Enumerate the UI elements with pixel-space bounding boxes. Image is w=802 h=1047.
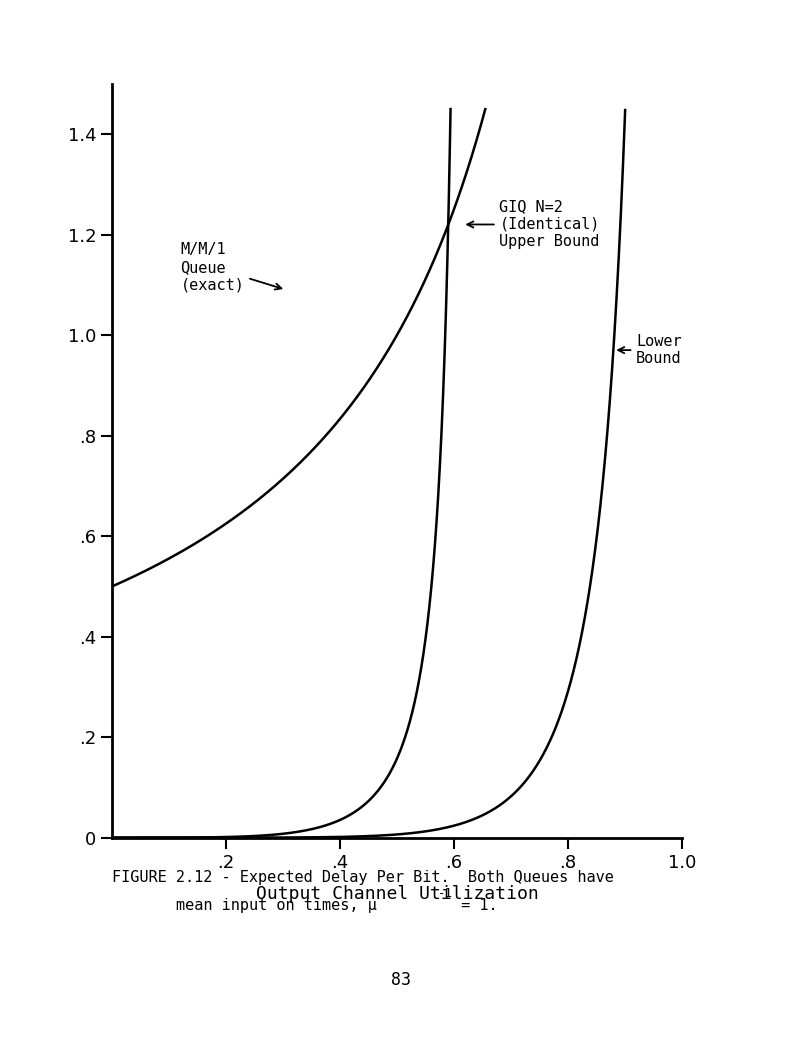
Text: FIGURE 2.12 - Expected Delay Per Bit.  Both Queues have: FIGURE 2.12 - Expected Delay Per Bit. Bo… <box>112 870 614 885</box>
Text: mean input on times, μ: mean input on times, μ <box>176 898 377 913</box>
Text: -1: -1 <box>438 888 453 900</box>
Text: M/M/1
Queue
(exact): M/M/1 Queue (exact) <box>180 242 282 292</box>
Text: Lower
Bound: Lower Bound <box>618 334 682 366</box>
Text: 83: 83 <box>391 972 411 989</box>
X-axis label: Output Channel Utilization: Output Channel Utilization <box>256 886 538 904</box>
Text: = 1.: = 1. <box>452 898 497 913</box>
Text: GIQ N=2
(Identical)
Upper Bound: GIQ N=2 (Identical) Upper Bound <box>468 200 600 249</box>
